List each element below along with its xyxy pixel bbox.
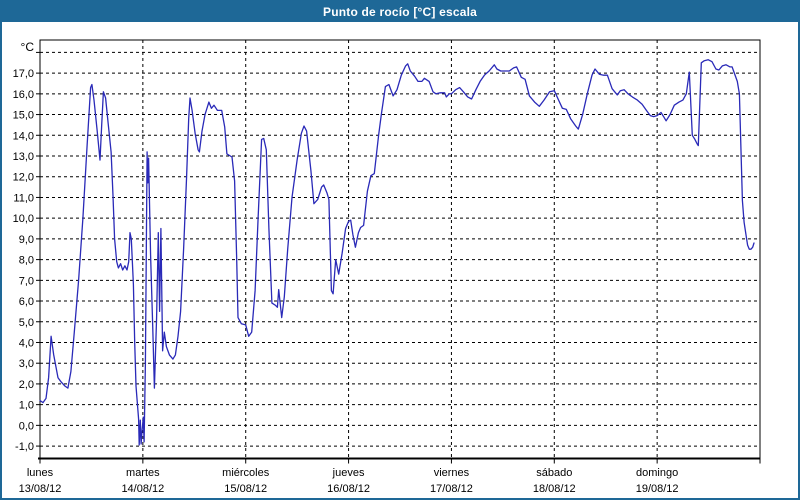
svg-text:11,0: 11,0 xyxy=(13,192,34,204)
svg-text:9,0: 9,0 xyxy=(19,234,34,246)
day-name-label: viernes xyxy=(434,467,470,479)
day-date-label: 16/08/12 xyxy=(327,483,370,495)
day-date-label: 17/08/12 xyxy=(430,483,473,495)
svg-text:5,0: 5,0 xyxy=(19,317,34,329)
dew-point-chart: 17,0 16,0 15,0 14,0 13,0 12,0 11,0 10,0 9,0 8,0 7,… xyxy=(13,39,761,495)
svg-text:8,0: 8,0 xyxy=(19,255,34,267)
day-name-label: martes xyxy=(126,467,160,479)
svg-text:4,0: 4,0 xyxy=(19,337,34,349)
svg-text:13,0: 13,0 xyxy=(13,151,34,163)
day-gridlines xyxy=(142,40,658,459)
day-name-label: sábado xyxy=(536,467,572,479)
y-axis-labels: 17,0 16,0 15,0 14,0 13,0 12,0 11,0 10,0 9,0 8,0 7,… xyxy=(13,68,34,453)
y-gridlines xyxy=(40,51,760,447)
day-date-label: 18/08/12 xyxy=(533,483,576,495)
day-name-label: jueves xyxy=(332,467,365,479)
svg-text:14,0: 14,0 xyxy=(13,130,34,142)
day-name-label: miércoles xyxy=(222,467,270,479)
svg-text:3,0: 3,0 xyxy=(19,358,34,370)
dew-point-line xyxy=(39,59,755,446)
day-name-label: lunes xyxy=(27,467,54,479)
day-date-label: 13/08/12 xyxy=(19,483,62,495)
svg-text:6,0: 6,0 xyxy=(19,296,34,308)
svg-text:0,0: 0,0 xyxy=(19,420,34,432)
svg-text:12,0: 12,0 xyxy=(13,172,34,184)
svg-text:10,0: 10,0 xyxy=(13,213,34,225)
window-title: Punto de rocío [°C] escala xyxy=(2,2,798,22)
svg-text:16,0: 16,0 xyxy=(13,89,34,101)
y-axis-ticks xyxy=(36,51,40,447)
day-date-label: 19/08/12 xyxy=(636,483,679,495)
plot-frame xyxy=(39,39,761,459)
svg-text:1,0: 1,0 xyxy=(19,400,34,412)
svg-text:17,0: 17,0 xyxy=(13,68,34,80)
svg-text:2,0: 2,0 xyxy=(19,379,34,391)
day-name-label: domingo xyxy=(636,467,678,479)
svg-text:7,0: 7,0 xyxy=(19,275,34,287)
x-axis-ticks xyxy=(39,458,761,464)
svg-text:-1,0: -1,0 xyxy=(15,441,34,453)
day-date-label: 15/08/12 xyxy=(224,483,267,495)
svg-text:15,0: 15,0 xyxy=(13,110,34,122)
y-unit-label: °C xyxy=(21,40,35,54)
day-date-label: 14/08/12 xyxy=(121,483,164,495)
x-axis-labels: lunes 13/08/12 martes 14/08/12 miércoles 15/0… xyxy=(19,467,679,495)
